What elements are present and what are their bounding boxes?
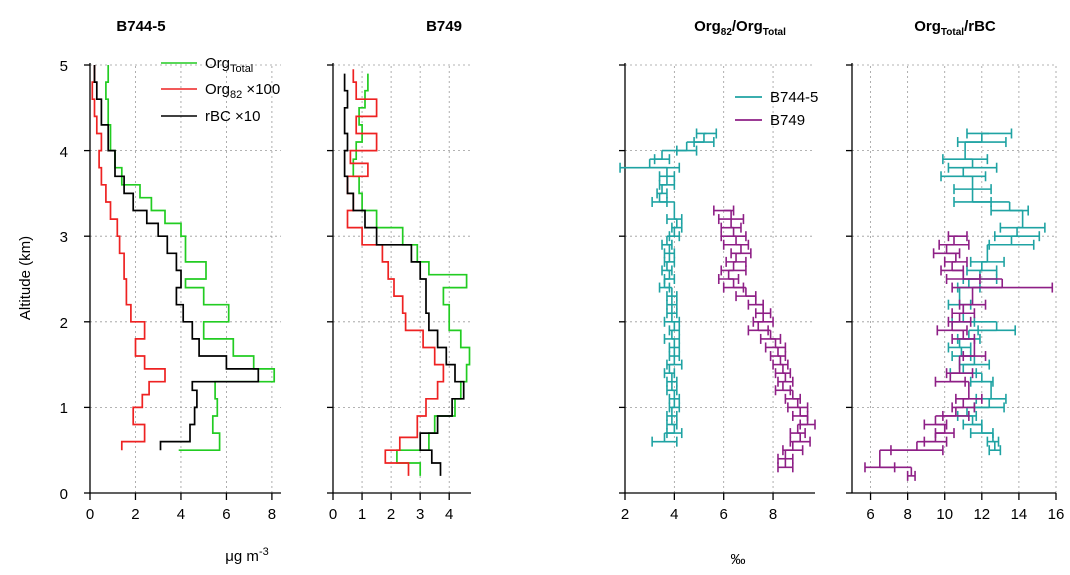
legend-label-rbc: rBC ×10	[205, 108, 260, 125]
y-tick-label: 5	[60, 58, 68, 75]
y-tick-label: 3	[60, 229, 68, 246]
x-tick-label: 14	[1011, 506, 1028, 523]
panel-b744-5: 0 2 4 6 8	[84, 63, 281, 523]
x-tick-label: 6	[222, 506, 230, 523]
legend-flights: B744-5 B749	[735, 89, 818, 129]
panel-b749: 0 1 2 3 4	[327, 63, 471, 523]
panel-title-orgtotal-rbc: OrgTotal/rBC	[914, 18, 996, 38]
series-org82-100-line	[91, 65, 166, 451]
panel-title-b744-5: B744-5	[116, 18, 165, 35]
x-tick-label: 0	[329, 506, 337, 523]
x-tick-label: 2	[387, 506, 395, 523]
series-b744-5	[940, 128, 1046, 456]
legend-concentration: OrgTotal Org82 ×100 rBC ×10	[161, 55, 280, 125]
y-tick-label: 0	[60, 486, 68, 503]
x-axis-label-permil: ‰	[731, 551, 746, 568]
x-tick-label: 0	[86, 506, 94, 523]
x-tick-label: 8	[268, 506, 276, 523]
y-tick-label: 2	[60, 315, 68, 332]
panel-orgtotal-rbc: 6 8 10 12 14 16	[846, 63, 1064, 523]
y-tick-label: 1	[60, 400, 68, 417]
series-rbc-10-line	[343, 73, 465, 476]
legend-label-org82: Org82 ×100	[205, 81, 280, 101]
x-tick-label: 12	[973, 506, 990, 523]
legend-label-orgtotal: OrgTotal	[205, 55, 253, 75]
series-b749	[864, 231, 1054, 481]
x-tick-label: 16	[1048, 506, 1065, 523]
chart-panels: 0 2 4 6 8 0 1 2 3 4 2 4 6 8 6 8 10 12 14 16	[84, 63, 1064, 523]
series-org82-100-line	[346, 69, 445, 476]
x-tick-label: 8	[769, 506, 777, 523]
panel-title-b749: B749	[426, 18, 462, 35]
x-tick-label: 4	[177, 506, 185, 523]
y-tick-label: 4	[60, 144, 68, 161]
x-tick-label: 6	[720, 506, 728, 523]
x-tick-label: 2	[621, 506, 629, 523]
series-rbc-10-line	[93, 65, 260, 451]
x-tick-label: 3	[416, 506, 424, 523]
legend-label-b749: B749	[770, 112, 805, 129]
x-axis-label-concentration: μg m-3	[225, 546, 268, 565]
legend-label-b744-5: B744-5	[770, 89, 818, 106]
x-tick-label: 2	[131, 506, 139, 523]
x-tick-label: 4	[445, 506, 453, 523]
y-axis-label: Altitude (km)	[17, 236, 34, 320]
x-tick-label: 4	[670, 506, 678, 523]
series-b744-5	[619, 128, 718, 447]
y-tick-labels: 0 1 2 3 4 5	[60, 58, 68, 503]
x-tick-label: 10	[936, 506, 953, 523]
x-tick-label: 1	[358, 506, 366, 523]
x-tick-label: 8	[903, 506, 911, 523]
panel-title-org82-orgtotal: Org82/OrgTotal	[694, 18, 786, 38]
x-tick-label: 6	[866, 506, 874, 523]
panel-ratio: 2 4 6 8	[619, 63, 816, 523]
series-b749	[713, 205, 816, 473]
